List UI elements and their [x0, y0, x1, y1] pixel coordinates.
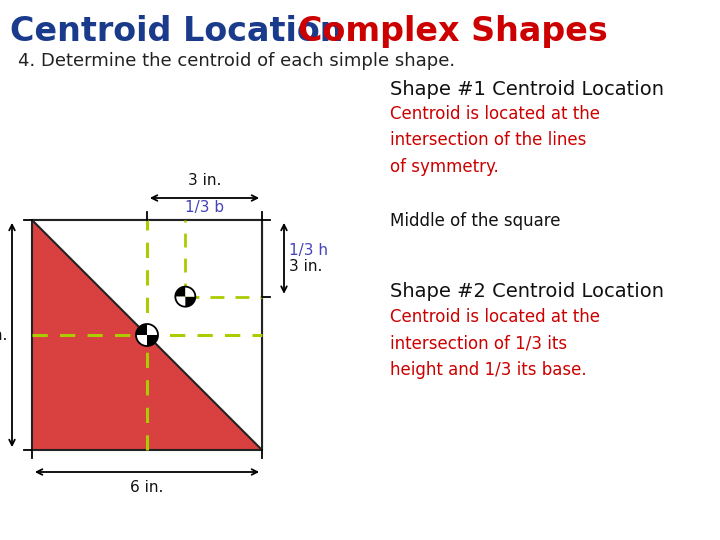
- Polygon shape: [185, 296, 195, 307]
- Text: Centroid is located at the
intersection of the lines
of symmetry.: Centroid is located at the intersection …: [390, 105, 600, 176]
- Text: 1/3 b: 1/3 b: [185, 200, 224, 215]
- Text: 3 in.: 3 in.: [188, 173, 221, 188]
- Polygon shape: [136, 324, 147, 335]
- Text: 6 in.: 6 in.: [130, 480, 163, 495]
- Bar: [32, 220, 262, 450]
- Polygon shape: [147, 335, 158, 346]
- Polygon shape: [136, 335, 147, 346]
- Text: 4. Determine the centroid of each simple shape.: 4. Determine the centroid of each simple…: [18, 52, 455, 70]
- Polygon shape: [32, 220, 262, 450]
- Text: 3 in.: 3 in.: [289, 259, 323, 274]
- Text: Complex Shapes: Complex Shapes: [298, 15, 608, 48]
- Polygon shape: [176, 296, 185, 307]
- Polygon shape: [147, 324, 158, 335]
- Polygon shape: [176, 287, 185, 296]
- Polygon shape: [185, 287, 195, 296]
- Text: Shape #2 Centroid Location: Shape #2 Centroid Location: [390, 282, 664, 301]
- Text: 6 in.: 6 in.: [0, 327, 7, 342]
- Text: 1/3 h: 1/3 h: [289, 243, 328, 258]
- Text: Middle of the square: Middle of the square: [390, 212, 560, 230]
- Text: Shape #1 Centroid Location: Shape #1 Centroid Location: [390, 80, 664, 99]
- Text: Centroid is located at the
intersection of 1/3 its
height and 1/3 its base.: Centroid is located at the intersection …: [390, 308, 600, 379]
- Text: Centroid Location: Centroid Location: [10, 15, 343, 48]
